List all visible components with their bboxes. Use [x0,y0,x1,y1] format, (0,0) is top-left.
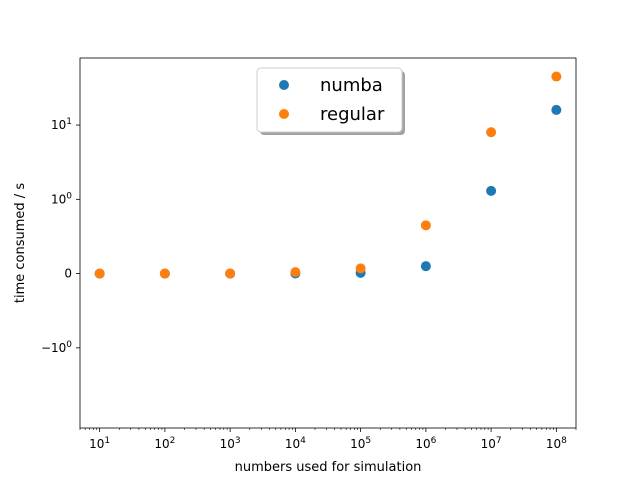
data-points [94,71,562,279]
x-tick-label: 105 [350,436,371,451]
y-tick-label: −100 [41,340,72,355]
y-axis-label: time consumed / s [13,183,28,303]
legend-label-numba: numba [320,75,383,96]
legend-marker-regular [279,109,289,119]
point-numba [486,185,497,196]
x-tick-label: 101 [89,436,110,451]
x-tick-label: 104 [285,436,306,451]
x-tick-label: 107 [481,436,502,451]
point-regular [290,267,301,278]
x-tick-label: 103 [220,436,241,451]
legend-marker-numba [279,80,289,90]
y-tick-label: 101 [51,117,72,132]
legend-label-regular: regular [320,104,385,125]
point-regular [420,220,431,231]
y-tick-label: 100 [51,191,72,206]
x-axis-ticks: 101 102 103 104 105 106 107 108 [79,428,577,451]
point-regular [486,127,497,138]
point-numba [551,104,562,115]
x-axis-label: numbers used for simulation [235,460,422,475]
point-regular [94,268,105,279]
y-tick-label: 0 [64,267,72,281]
plot-frame [79,57,577,429]
x-tick-label: 102 [154,436,175,451]
point-numba [420,261,431,272]
point-regular [551,71,562,82]
x-tick-label: 106 [415,436,436,451]
point-regular [159,268,170,279]
y-axis-ticks: −100 0 100 101 [41,117,80,355]
point-regular [355,263,366,274]
x-tick-label: 108 [546,436,567,451]
point-regular [225,268,236,279]
legend: numba regular [256,67,405,135]
legend-box [256,67,403,133]
